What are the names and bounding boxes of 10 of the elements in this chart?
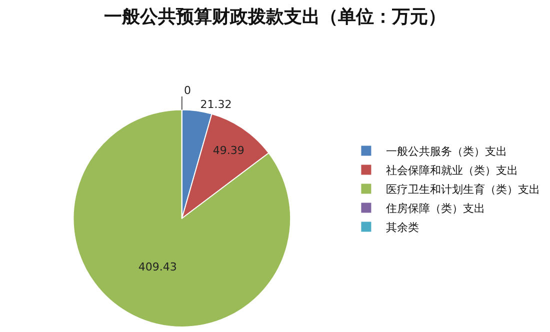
legend-label: 医疗卫生和计划生育（类）支出 [386, 182, 540, 196]
text: 0 [184, 84, 191, 97]
data-label: 49.39 [212, 144, 244, 157]
legend-label: 社会保障和就业（类）支出 [386, 164, 518, 177]
legend-label: 一般公共服务（类）支出 [386, 144, 508, 158]
legend-label: 其余类 [386, 220, 420, 234]
data-label: 21.32 [200, 98, 232, 111]
legend-label: 住房保障（类）支出 [386, 202, 486, 215]
chart-title: 一般公共预算财政拨款支出（单位：万元） [104, 6, 446, 28]
data-label: 409.43 [138, 260, 177, 274]
